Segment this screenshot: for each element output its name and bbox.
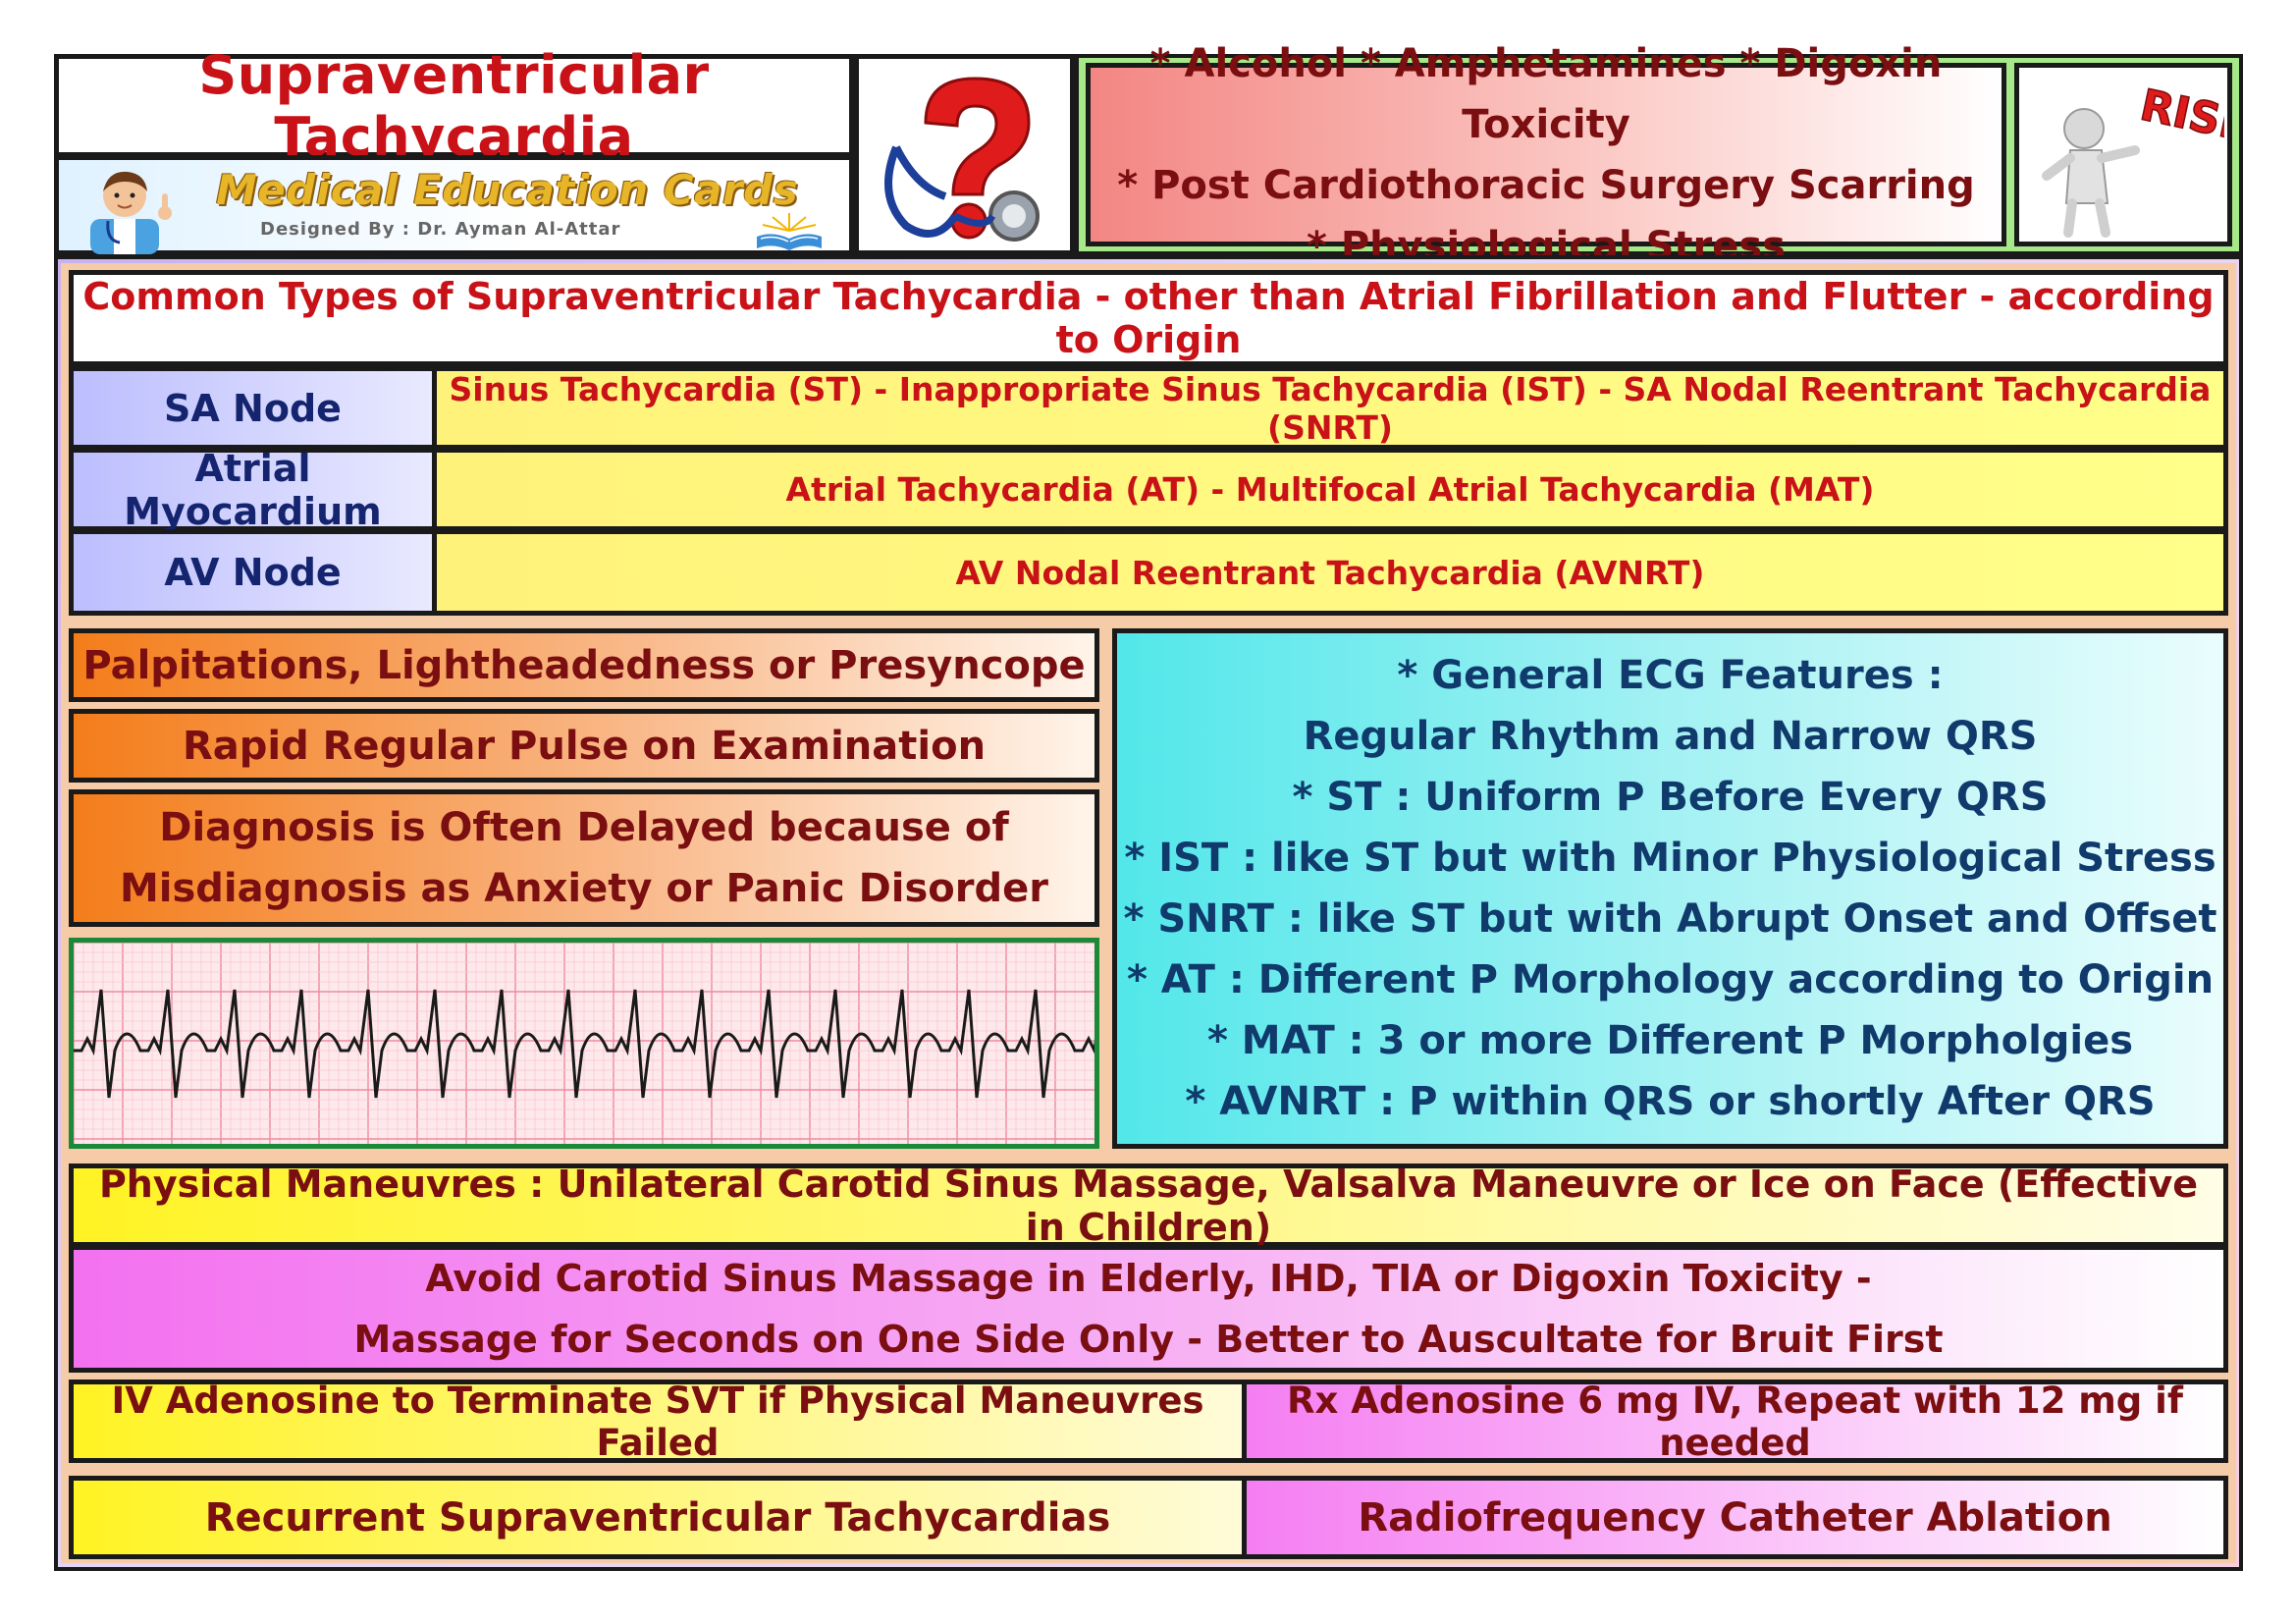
- brand-subtitle: Designed By : Dr. Ayman Al-Attar: [260, 219, 621, 240]
- ecg-feature-line: * MAT : 3 or more Different P Morpholgie…: [1206, 1018, 2134, 1063]
- adenosine-dose: Rx Adenosine 6 mg IV, Repeat with 12 mg …: [1242, 1380, 2228, 1464]
- diagnosis-delay-line: Diagnosis is Often Delayed because of: [159, 805, 1009, 850]
- adenosine-indication: IV Adenosine to Terminate SVT if Physica…: [69, 1380, 1247, 1464]
- ecg-features-box: * General ECG Features : Regular Rhythm …: [1112, 628, 2228, 1149]
- ecg-feature-line: * AT : Different P Morphology according …: [1126, 957, 2215, 1002]
- ecg-feature-line: * IST : like ST but with Minor Physiolog…: [1124, 836, 2216, 881]
- origin-types-sa-node: Sinus Tachycardia (ST) - Inappropriate S…: [432, 366, 2228, 450]
- stethoscope-panel: [854, 54, 1075, 255]
- ecg-strip: [69, 938, 1099, 1149]
- origin-types-av-node: AV Nodal Reentrant Tachycardia (AVNRT): [432, 529, 2228, 616]
- symptom-palpitations: Palpitations, Lightheadedness or Presync…: [69, 628, 1099, 702]
- origin-label-atrial-myocardium: Atrial Myocardium: [69, 447, 437, 533]
- brand-banner: Medical Education Cards Designed By : Dr…: [54, 155, 854, 255]
- risk-logo-text: RISK: [2136, 81, 2224, 153]
- catheter-ablation: Radiofrequency Catheter Ablation: [1242, 1476, 2228, 1559]
- stethoscope-question-mark-icon: [884, 77, 1040, 242]
- title-box: Supraventricular Tachycardia: [54, 44, 854, 168]
- ecg-strip-icon: [74, 943, 1095, 1144]
- ecg-feature-line: Regular Rhythm and Narrow QRS: [1303, 714, 2038, 759]
- risk-factor-line: * Alcohol * Amphetamines * Digoxin Toxic…: [1149, 40, 1943, 147]
- warning-line: Massage for Seconds on One Side Only - B…: [353, 1318, 1944, 1361]
- symptom-rapid-pulse: Rapid Regular Pulse on Examination: [69, 709, 1099, 783]
- origin-types-atrial-myocardium: Atrial Tachycardia (AT) - Multifocal Atr…: [432, 448, 2228, 531]
- risk-figure-icon: RISK: [2042, 80, 2224, 238]
- open-book-icon: [757, 213, 822, 250]
- risk-factors-box: * Alcohol * Amphetamines * Digoxin Toxic…: [1086, 41, 2006, 269]
- doctor-avatar-icon: [90, 171, 172, 254]
- types-heading: Common Types of Supraventricular Tachyca…: [69, 270, 2228, 366]
- page-title: Supraventricular Tachycardia: [198, 43, 710, 168]
- ecg-feature-line: * SNRT : like ST but with Abrupt Onset a…: [1123, 896, 2217, 942]
- carotid-massage-warning: Avoid Carotid Sinus Massage in Elderly, …: [69, 1245, 2228, 1373]
- recurrent-svt: Recurrent Supraventricular Tachycardias: [69, 1476, 1247, 1559]
- diagnosis-delay-line: Misdiagnosis as Anxiety or Panic Disorde…: [119, 866, 1049, 911]
- physical-maneuvres: Physical Maneuvres : Unilateral Carotid …: [69, 1163, 2228, 1249]
- ecg-feature-line: * AVNRT : P within QRS or shortly After …: [1185, 1079, 2156, 1124]
- ecg-feature-heading: * General ECG Features :: [1397, 653, 1944, 698]
- risk-factor-line: * Post Cardiothoracic Surgery Scarring: [1117, 162, 1975, 208]
- ecg-feature-line: * ST : Uniform P Before Every QRS: [1292, 775, 2049, 820]
- warning-line: Avoid Carotid Sinus Massage in Elderly, …: [425, 1257, 1872, 1300]
- risk-image-box: RISK: [2014, 63, 2232, 246]
- origin-label-sa-node: SA Node: [69, 366, 437, 450]
- brand-title: Medical Education Cards: [216, 166, 799, 214]
- diagnosis-delay-box: Diagnosis is Often Delayed because of Mi…: [69, 789, 1099, 927]
- origin-label-av-node: AV Node: [69, 529, 437, 616]
